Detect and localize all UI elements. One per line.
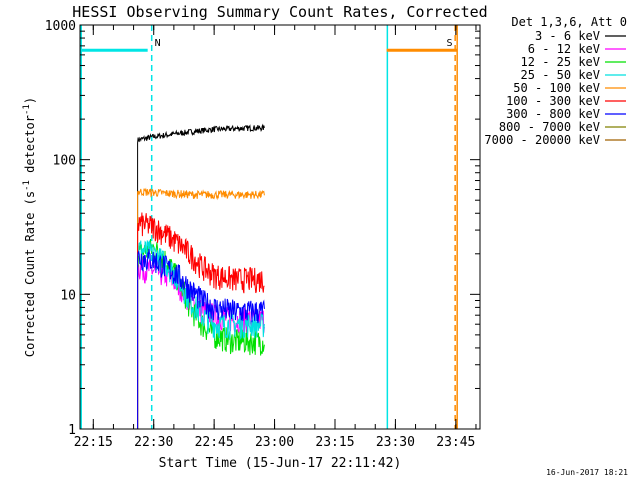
x-tick-label-1: 22:15 <box>74 435 113 450</box>
series-line-1 <box>137 123 265 429</box>
legend-label-9: 7000 - 20000 keV <box>484 133 600 147</box>
x-tick-label-7: 23:45 <box>436 435 475 450</box>
y-tick-label-2: 10 <box>60 288 76 303</box>
legend-label-8: 800 - 7000 keV <box>499 120 600 134</box>
chart-title: HESSI Observing Summary Count Rates, Cor… <box>72 3 487 21</box>
series-line-7 <box>137 248 265 429</box>
y-axis-label-main: Corrected Count Rate (s <box>23 191 37 357</box>
y-axis-label: Corrected Count Rate (s-1 detector-1) <box>22 97 37 357</box>
legend-label-4: 25 - 50 keV <box>521 68 600 82</box>
x-tick-label-3: 22:45 <box>195 435 234 450</box>
x-axis-label: Start Time (15-Jun-17 22:11:42) <box>159 456 402 471</box>
y-tick-label-4: 1000 <box>45 19 76 34</box>
y-axis-label-sup2: -1 <box>22 104 32 115</box>
y-tick-label-1: 1 <box>68 423 76 438</box>
x-tick-label-6: 23:30 <box>376 435 415 450</box>
x-tick-label-4: 23:00 <box>255 435 294 450</box>
footer-date: 16-Jun-2017 18:21 <box>546 468 628 477</box>
legend-label-5: 50 - 100 keV <box>513 81 600 95</box>
legend-label-1: 3 - 6 keV <box>535 29 600 43</box>
x-tick-label-2: 22:30 <box>134 435 173 450</box>
series-line-5 <box>137 187 265 429</box>
legend-title: Det 1,3,6, Att 0 <box>511 15 627 29</box>
state-bar-label-n: N <box>155 38 161 49</box>
series-line-4 <box>137 239 265 429</box>
y-axis-label-mid: detector <box>23 115 37 180</box>
y-axis-label-sup1: -1 <box>22 180 32 191</box>
legend-label-3: 12 - 25 keV <box>521 55 600 69</box>
state-bar-label-s: S <box>447 38 453 49</box>
y-axis-label-end: ) <box>23 97 37 104</box>
legend-label-2: 6 - 12 keV <box>528 42 600 56</box>
plot-frame <box>79 24 481 430</box>
x-tick-label-5: 23:15 <box>315 435 354 450</box>
axes: 1 10 100 1000 22:15 22:30 22:45 23:00 23:15 23:30… <box>45 19 480 450</box>
legend-label-7: 300 - 800 keV <box>506 107 600 121</box>
series-line-6 <box>137 212 265 429</box>
y-tick-label-3: 100 <box>53 154 76 169</box>
legend-label-6: 100 - 300 keV <box>506 94 600 108</box>
